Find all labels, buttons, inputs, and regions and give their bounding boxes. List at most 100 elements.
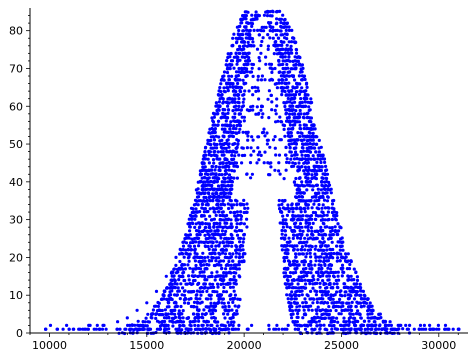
data-point (412, 327, 416, 331)
data-point (304, 203, 308, 207)
data-point (235, 222, 239, 226)
data-point (125, 316, 129, 320)
data-point (294, 142, 298, 146)
data-point (353, 323, 357, 327)
data-point (309, 323, 313, 327)
data-point (216, 274, 220, 278)
data-point (238, 44, 242, 48)
data-point (290, 278, 294, 282)
data-point (204, 217, 208, 221)
data-point (273, 66, 277, 71)
data-point (241, 100, 245, 104)
data-point (287, 115, 291, 119)
data-point (451, 327, 455, 331)
data-point (241, 130, 245, 134)
data-point (323, 244, 327, 248)
data-point (335, 244, 339, 248)
data-point (257, 56, 261, 60)
data-point (219, 145, 223, 149)
data-point (194, 263, 198, 268)
data-point (180, 312, 184, 316)
data-point (198, 225, 202, 229)
data-point (226, 195, 230, 199)
data-point (338, 259, 342, 263)
data-point (237, 104, 241, 108)
data-point (315, 160, 319, 164)
data-point (329, 191, 333, 195)
data-point (186, 316, 191, 320)
data-point (324, 286, 328, 290)
data-point (245, 67, 249, 71)
data-point (294, 225, 298, 229)
data-point (175, 267, 179, 271)
data-point (283, 134, 287, 138)
data-point (325, 248, 329, 252)
data-point (245, 172, 249, 176)
data-point (219, 202, 223, 207)
data-point (227, 101, 231, 105)
data-point (234, 282, 238, 286)
data-point (317, 263, 321, 267)
data-point (300, 180, 304, 184)
data-point (330, 226, 334, 230)
data-point (178, 297, 182, 301)
data-point (226, 111, 230, 115)
data-point (296, 131, 300, 135)
data-point (293, 153, 297, 157)
data-point (242, 203, 246, 207)
data-point (243, 89, 247, 93)
data-point (271, 29, 275, 33)
data-point (387, 323, 391, 327)
data-point (300, 252, 305, 256)
data-point (213, 210, 217, 214)
data-point (231, 259, 235, 263)
data-point (234, 229, 239, 233)
data-point (289, 312, 293, 317)
data-point (325, 252, 329, 256)
data-point (298, 63, 302, 67)
data-point (320, 183, 324, 187)
data-point (371, 308, 375, 313)
data-point (212, 138, 217, 142)
data-point (223, 180, 227, 184)
data-point (209, 143, 213, 147)
data-point (157, 308, 161, 312)
data-point (217, 93, 221, 97)
data-point (212, 172, 216, 176)
data-point (195, 305, 199, 309)
data-point (355, 278, 360, 282)
data-point (406, 327, 410, 331)
data-point (293, 86, 297, 90)
data-point (337, 229, 341, 233)
data-point (285, 33, 289, 37)
data-point (344, 308, 348, 312)
data-point (294, 195, 298, 199)
data-point (182, 255, 186, 259)
data-point (327, 278, 331, 282)
data-point (236, 297, 240, 301)
data-point (341, 248, 345, 252)
data-point (219, 78, 223, 82)
data-point (247, 89, 251, 93)
data-point (304, 142, 308, 146)
data-point (44, 327, 48, 331)
data-point (231, 315, 235, 320)
data-point (309, 97, 313, 101)
data-point (211, 192, 215, 196)
data-point (162, 293, 166, 298)
data-point (304, 282, 308, 286)
data-point (182, 293, 187, 297)
data-point (201, 290, 205, 294)
data-point (226, 104, 230, 108)
data-point (298, 101, 302, 105)
data-point (236, 58, 240, 63)
data-point (340, 308, 344, 313)
data-point (228, 293, 233, 297)
data-point (291, 126, 295, 130)
data-point (346, 274, 350, 278)
data-point (236, 142, 240, 146)
data-point (235, 309, 239, 313)
data-point (314, 309, 319, 313)
data-point (276, 36, 280, 40)
data-point (206, 157, 210, 161)
